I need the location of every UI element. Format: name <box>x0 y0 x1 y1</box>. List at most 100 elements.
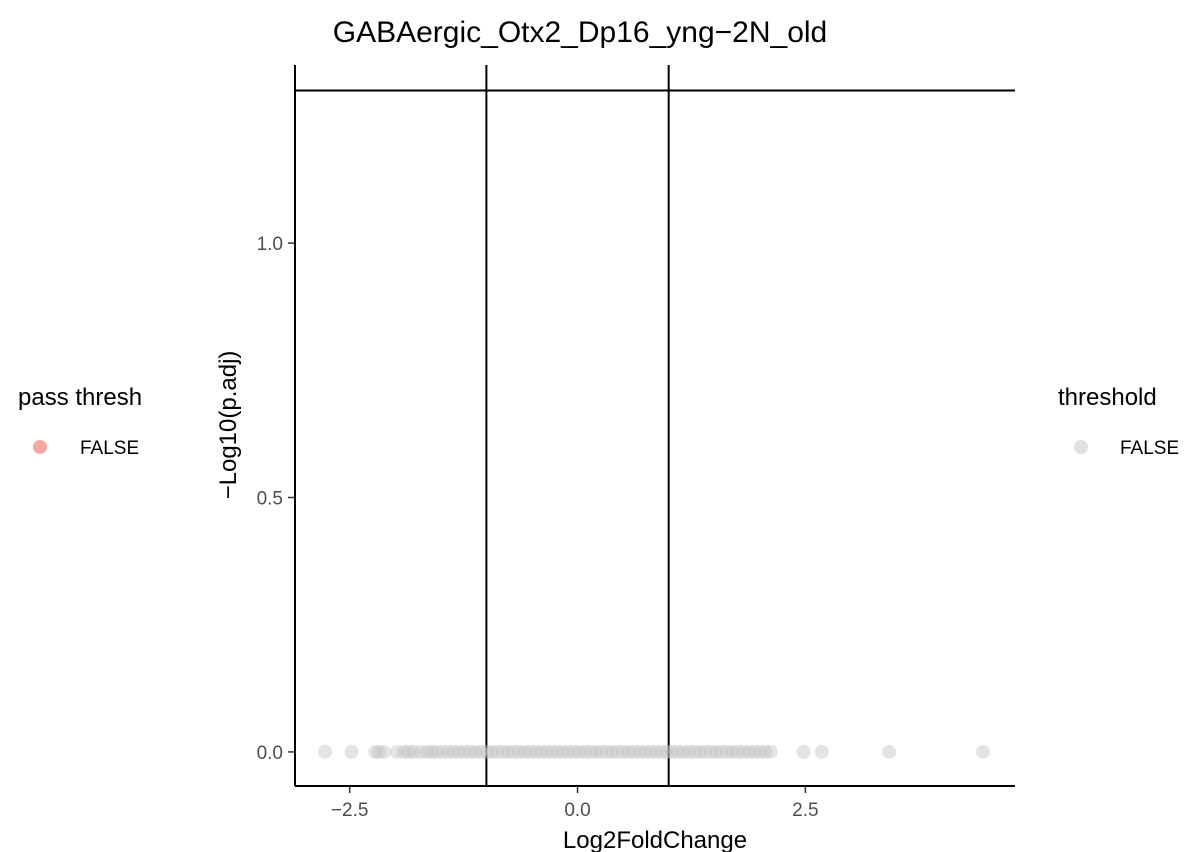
data-point <box>413 744 428 759</box>
data-point <box>368 744 383 759</box>
data-point <box>616 744 631 759</box>
legend-threshold: threshold FALSE <box>1058 384 1179 459</box>
data-point <box>484 744 499 759</box>
data-point <box>643 744 658 759</box>
legend-pass-thresh-title: pass thresh <box>18 384 142 411</box>
data-point <box>561 744 576 759</box>
data-point <box>692 744 707 759</box>
data-point <box>446 744 461 759</box>
data-point <box>665 744 680 759</box>
data-point <box>698 744 713 759</box>
legend-pass-thresh-label: FALSE <box>80 438 139 459</box>
data-point <box>725 744 740 759</box>
legend-pass-thresh: pass thresh FALSE <box>18 384 142 459</box>
data-point <box>621 744 636 759</box>
y-tick-label: 1.0 <box>257 234 283 255</box>
legend-threshold-label: FALSE <box>1120 438 1179 459</box>
data-point <box>670 744 685 759</box>
x-tick-label: 2.5 <box>792 800 818 821</box>
data-point <box>468 744 483 759</box>
x-tick-label: −2.5 <box>331 800 369 821</box>
x-tick-label: 0.0 <box>564 800 590 821</box>
data-point <box>796 744 811 759</box>
data-point <box>730 744 745 759</box>
data-point <box>747 744 762 759</box>
data-point <box>479 744 494 759</box>
data-point <box>610 744 625 759</box>
data-point <box>709 744 724 759</box>
data-point <box>659 744 674 759</box>
data-point <box>501 744 516 759</box>
data-point <box>681 744 696 759</box>
data-point <box>882 744 897 759</box>
data-point <box>534 744 549 759</box>
legend-threshold-swatch <box>1074 440 1088 454</box>
data-point <box>577 744 592 759</box>
data-point <box>758 744 773 759</box>
data-point <box>572 744 587 759</box>
data-point <box>424 744 439 759</box>
y-tick-label: 0.5 <box>257 488 283 509</box>
data-point <box>583 744 598 759</box>
data-point <box>687 744 702 759</box>
data-point <box>429 744 444 759</box>
y-tick-label: 0.0 <box>257 743 283 764</box>
data-point <box>555 744 570 759</box>
data-points <box>318 744 991 759</box>
data-point <box>490 744 505 759</box>
data-point <box>588 744 603 759</box>
legend-pass-thresh-swatch <box>33 440 47 454</box>
data-point <box>637 744 652 759</box>
data-point <box>495 744 510 759</box>
data-point <box>512 744 527 759</box>
data-point <box>654 744 669 759</box>
data-point <box>627 744 642 759</box>
data-point <box>594 744 609 759</box>
data-point <box>814 744 829 759</box>
data-point <box>420 744 435 759</box>
data-point <box>763 744 778 759</box>
data-point <box>528 744 543 759</box>
y-axis-title: −Log10(p.adj) <box>215 351 242 500</box>
data-point <box>506 744 521 759</box>
data-point <box>318 744 333 759</box>
data-point <box>457 744 472 759</box>
data-point <box>599 744 614 759</box>
data-point <box>605 744 620 759</box>
legend-threshold-title: threshold <box>1058 384 1157 411</box>
data-point <box>720 744 734 759</box>
data-point <box>523 744 538 759</box>
data-point <box>473 744 488 759</box>
x-axis-title: Log2FoldChange <box>563 827 747 852</box>
data-point <box>371 744 386 759</box>
data-point <box>441 744 456 759</box>
data-point <box>406 744 421 759</box>
data-point <box>550 744 565 759</box>
data-point <box>736 744 751 759</box>
data-point <box>752 744 767 759</box>
data-point <box>648 744 663 759</box>
data-point <box>401 744 416 759</box>
data-point <box>435 744 450 759</box>
data-point <box>741 744 756 759</box>
data-point <box>452 744 467 759</box>
x-axis-ticks: −2.5 0.0 2.5 <box>331 786 819 821</box>
data-point <box>539 744 554 759</box>
data-point <box>676 744 691 759</box>
data-point <box>714 744 729 759</box>
data-point <box>566 744 581 759</box>
data-point <box>632 744 647 759</box>
data-point <box>976 744 991 759</box>
data-point <box>545 744 560 759</box>
data-point <box>377 744 392 759</box>
data-point <box>344 744 359 759</box>
reference-lines <box>295 65 1015 786</box>
data-point <box>390 744 405 759</box>
data-point <box>703 744 718 759</box>
data-point <box>462 744 477 759</box>
chart-title: GABAergic_Otx2_Dp16_yng−2N_old <box>333 16 827 49</box>
data-point <box>397 744 412 759</box>
data-point <box>517 744 532 759</box>
y-axis-ticks: 0.0 0.5 1.0 <box>257 234 295 764</box>
